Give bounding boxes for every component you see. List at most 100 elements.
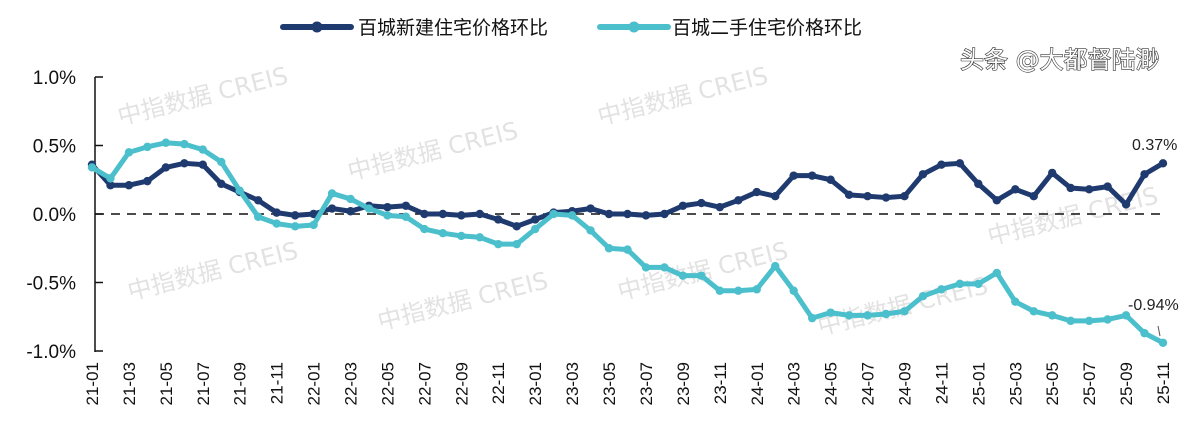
data-point: [1066, 183, 1075, 193]
data-point: [697, 198, 706, 208]
data-point: [807, 313, 817, 323]
data-point: [715, 202, 725, 212]
data-point: [327, 204, 337, 213]
watermark-text: 中指数据 CREIS: [115, 61, 291, 130]
data-point: [438, 228, 448, 238]
data-point: [844, 311, 854, 320]
data-point: [401, 201, 411, 210]
data-point: [235, 186, 244, 195]
data-point: [863, 311, 872, 320]
x-tick-label: 23-01: [526, 362, 545, 405]
data-point: [1048, 168, 1057, 178]
watermark-text: 中指数据 CREIS: [345, 116, 521, 185]
legend: 百城新建住宅价格环比 百城二手住宅价格环比: [280, 17, 862, 39]
data-point: [992, 196, 1002, 205]
data-point: [752, 187, 761, 197]
data-point: [309, 220, 318, 230]
data-point: [771, 261, 780, 271]
data-point: [641, 211, 651, 220]
y-tick-label: 0.0%: [33, 205, 76, 226]
data-point: [272, 219, 281, 228]
data-point: [420, 224, 429, 234]
data-point: [475, 209, 484, 219]
x-tick-label: 22-07: [415, 362, 434, 405]
x-tick-label: 24-11: [932, 362, 951, 404]
x-tick-label: 22-09: [452, 362, 471, 405]
y-tick-label: 0.5%: [33, 137, 76, 158]
data-point: [494, 215, 503, 224]
data-point: [734, 286, 743, 295]
x-tick-label: 25-07: [1080, 362, 1099, 405]
data-point: [401, 212, 411, 221]
data-point: [826, 175, 835, 184]
series-layer: [87, 138, 1168, 347]
x-tick-label: 21-03: [120, 362, 139, 405]
data-point: [1011, 297, 1020, 306]
data-point: [641, 263, 651, 272]
data-point: [383, 211, 392, 220]
data-point: [900, 307, 909, 316]
x-tick-label: 22-01: [305, 362, 324, 405]
data-point: [974, 279, 983, 289]
x-tick-label: 21-05: [157, 362, 176, 405]
annotations: 0.37% -0.94%: [1128, 137, 1179, 337]
data-point: [383, 202, 392, 212]
x-tick-label: 24-07: [859, 362, 878, 405]
data-point: [512, 222, 521, 231]
data-point: [678, 271, 688, 280]
data-point: [420, 209, 429, 219]
data-point: [586, 204, 595, 213]
x-tick-label: 21-07: [194, 362, 213, 405]
x-tick-label: 24-05: [822, 362, 841, 405]
data-point: [789, 286, 798, 295]
data-point: [604, 244, 614, 253]
data-point: [124, 148, 134, 157]
data-point: [198, 160, 207, 169]
x-tick-label: 25-11: [1154, 362, 1173, 404]
x-tick-label: 21-09: [231, 362, 250, 405]
data-point: [1158, 159, 1168, 168]
data-point: [992, 268, 1002, 278]
data-point: [530, 224, 540, 234]
x-tick-label: 24-01: [748, 362, 767, 405]
data-point: [106, 181, 115, 190]
data-point: [180, 159, 189, 168]
legend-label: 百城新建住宅价格环比: [358, 17, 548, 39]
data-point: [1029, 191, 1038, 201]
data-point: [1103, 182, 1112, 191]
data-point: [346, 194, 355, 204]
watermark-layer: 中指数据 CREIS 中指数据 CREIS 中指数据 CREIS 中指数据 CREIS…: [115, 61, 1161, 340]
data-point: [309, 209, 318, 219]
x-tick-label: 22-05: [378, 362, 397, 405]
x-tick-label: 23-07: [637, 362, 656, 405]
x-tick-label: 23-03: [563, 362, 582, 405]
data-point: [457, 211, 466, 220]
data-point: [512, 239, 521, 249]
data-point: [87, 163, 97, 172]
x-tick-label: 22-11: [489, 362, 508, 404]
data-point: [1011, 185, 1020, 194]
data-point: [364, 204, 374, 213]
data-point: [143, 142, 152, 152]
data-point: [106, 174, 115, 183]
x-tick-label: 25-01: [969, 362, 988, 405]
data-point: [1048, 311, 1057, 320]
y-tick-label: 1.0%: [33, 68, 76, 89]
data-point: [124, 181, 134, 190]
x-tick-label: 23-05: [600, 362, 619, 405]
data-point: [974, 179, 983, 189]
data-point: [1066, 316, 1075, 326]
data-point: [253, 212, 263, 221]
data-point: [826, 308, 835, 317]
x-tick-label: 24-03: [785, 362, 804, 405]
data-point: [955, 279, 965, 289]
data-point: [567, 211, 577, 220]
data-point: [530, 215, 540, 224]
data-point: [217, 179, 226, 189]
data-point: [272, 208, 281, 217]
data-point: [697, 271, 706, 280]
data-point: [771, 191, 780, 201]
data-point: [937, 160, 946, 169]
data-point: [475, 233, 484, 242]
data-point: [678, 201, 688, 210]
